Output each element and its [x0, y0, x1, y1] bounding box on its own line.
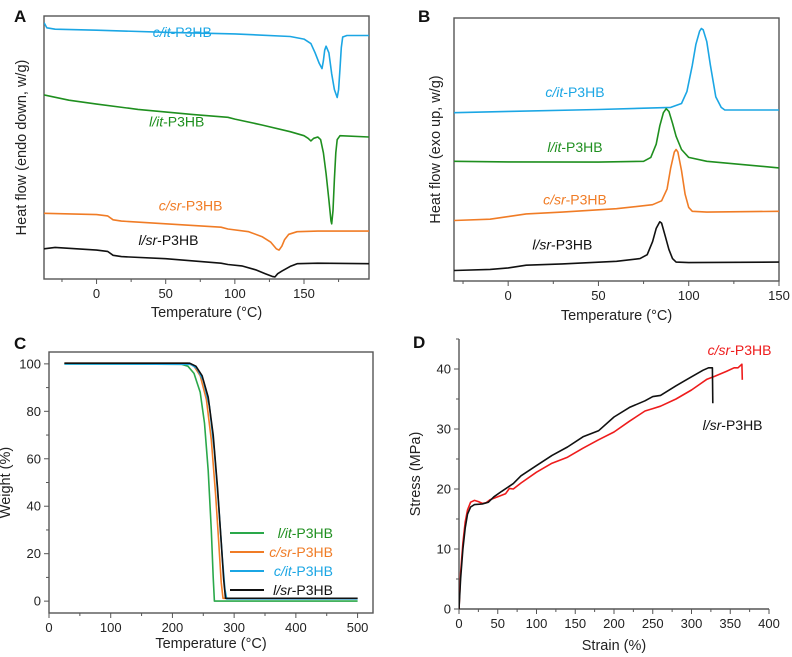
- x-tick-label: 250: [642, 616, 664, 631]
- y-axis-label: Heat flow (endo down, w/g): [14, 60, 30, 236]
- legend: l/it-P3HB c/sr-P3HB c/it-P3HB l/sr-P3HB: [230, 525, 333, 598]
- x-tick-label: 150: [564, 616, 586, 631]
- x-tick-label: 100: [224, 286, 246, 301]
- x-tick-label: 100: [678, 288, 700, 303]
- y-tick-label: 30: [437, 422, 451, 437]
- series-line-l-sr: [44, 246, 370, 278]
- series-line-c-sr: [44, 212, 369, 251]
- series-line-l-sr: [459, 367, 714, 609]
- series-line-c-it: [44, 22, 369, 99]
- panel-letter-c: C: [14, 334, 26, 353]
- legend-entry-c-sr: c/sr-P3HB: [269, 544, 333, 560]
- y-axis-label: Stress (MPa): [408, 432, 424, 517]
- series-label-c-it: c/it-P3HB: [545, 84, 604, 100]
- y-tick-label: 20: [27, 546, 41, 561]
- series-line-l-it: [64, 363, 358, 602]
- legend-entry-l-sr: l/sr-P3HB: [273, 582, 333, 598]
- y-tick-label: 0: [444, 602, 451, 617]
- y-tick-label: 10: [437, 542, 451, 557]
- y-tick-label: 40: [437, 362, 451, 377]
- x-tick-label: 0: [505, 288, 512, 303]
- y-tick-label: 60: [27, 451, 41, 466]
- x-tick-label: 0: [455, 616, 462, 631]
- panel-a: A 0 50 100 150 Temperature (°C) Heat flow (end…: [14, 7, 370, 321]
- x-tick-label: 50: [491, 616, 505, 631]
- series-label-l-sr: l/sr-P3HB: [532, 236, 592, 252]
- x-tick-label: 150: [293, 286, 315, 301]
- x-tick-label: 500: [347, 620, 369, 635]
- x-tick-label: 400: [758, 616, 780, 631]
- x-tick-label: 100: [100, 620, 122, 635]
- x-axis-label: Temperature (°C): [155, 636, 266, 652]
- y-axis-label: Heat flow (exo up, w/g): [428, 75, 444, 223]
- x-axis-label: Temperature (°C): [561, 308, 672, 324]
- x-tick-label: 0: [93, 286, 100, 301]
- panel-letter-b: B: [418, 7, 430, 26]
- y-tick-label: 20: [437, 482, 451, 497]
- x-tick-label: 200: [162, 620, 184, 635]
- x-tick-label: 0: [45, 620, 52, 635]
- series-line-c-it: [454, 27, 779, 114]
- y-tick-label: 80: [27, 404, 41, 419]
- series-line-l-it: [44, 94, 370, 225]
- x-tick-label: 400: [285, 620, 307, 635]
- x-tick-label: 300: [681, 616, 703, 631]
- x-axis-label: Temperature (°C): [151, 305, 262, 321]
- series-label-c-sr: c/sr-P3HB: [708, 342, 772, 358]
- series-line-l-it: [454, 107, 780, 169]
- x-tick-label: 100: [526, 616, 548, 631]
- x-tick-label: 200: [603, 616, 625, 631]
- series-label-l-sr: l/sr-P3HB: [139, 232, 199, 248]
- series-label-c-sr: c/sr-P3HB: [159, 198, 223, 214]
- x-tick-label: 300: [223, 620, 245, 635]
- series-line-c-sr: [454, 148, 780, 222]
- series-label-l-it: l/it-P3HB: [149, 113, 204, 129]
- panel-d: D 0 50 100 150 200 250 300 350 400 Strain (%) 0 10 20…: [408, 333, 780, 654]
- legend-entry-c-it: c/it-P3HB: [274, 563, 333, 579]
- plot-frame: [43, 15, 370, 280]
- series-label-l-it: l/it-P3HB: [547, 139, 602, 155]
- panel-b: B 0 50 100 150 Temperature (°C) Heat flow (exo…: [418, 7, 790, 324]
- x-tick-label: 350: [719, 616, 741, 631]
- y-tick-label: 100: [19, 356, 41, 371]
- legend-entry-l-it: l/it-P3HB: [278, 525, 333, 541]
- y-tick-label: 40: [27, 499, 41, 514]
- plot-frame: [453, 17, 780, 282]
- y-axis-label: Weight (%): [0, 447, 14, 518]
- series-line-c-sr: [459, 363, 744, 609]
- series-label-c-it: c/it-P3HB: [153, 24, 212, 40]
- series-line-l-sr: [454, 221, 780, 272]
- panel-c: C 0 100 200 300 400 500 Temperature (°C) 0 20 40 60…: [0, 334, 374, 652]
- x-tick-label: 150: [768, 288, 790, 303]
- y-tick-label: 0: [34, 594, 41, 609]
- series-label-c-sr: c/sr-P3HB: [543, 192, 607, 208]
- series-line-l-sr: [64, 362, 358, 600]
- series-label-l-sr: l/sr-P3HB: [703, 417, 763, 433]
- panel-letter-d: D: [413, 333, 425, 352]
- x-tick-label: 50: [591, 288, 605, 303]
- x-axis-label: Strain (%): [582, 638, 646, 654]
- panel-letter-a: A: [14, 7, 26, 26]
- x-tick-label: 50: [158, 286, 172, 301]
